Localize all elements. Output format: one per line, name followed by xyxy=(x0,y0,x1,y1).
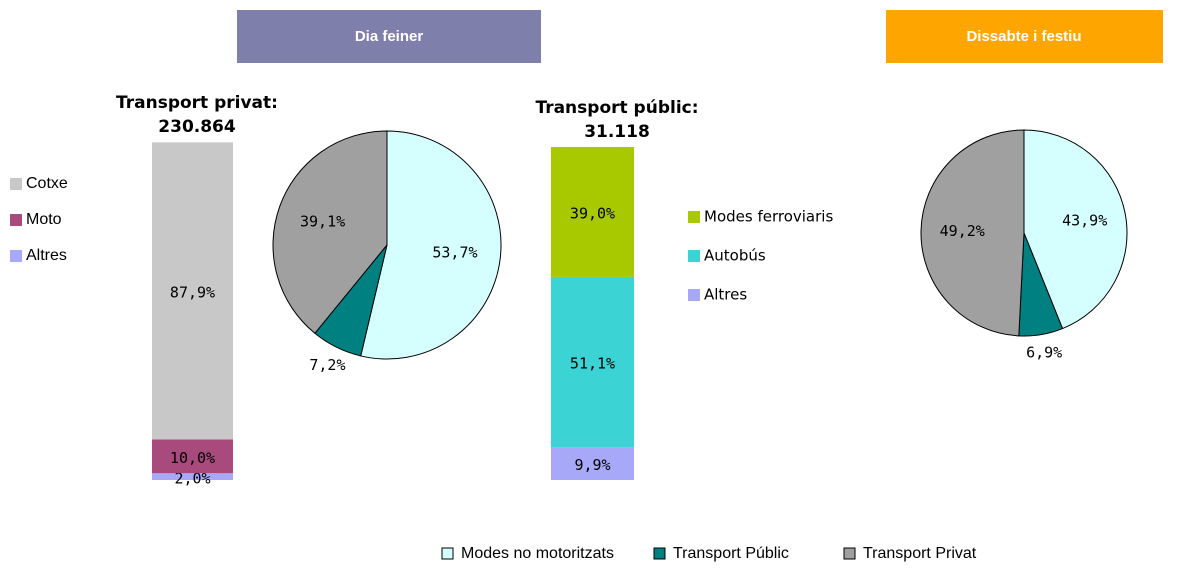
data-label: 2,0% xyxy=(174,470,210,488)
legend-swatch xyxy=(10,214,22,226)
data-label: 39,1% xyxy=(300,213,345,231)
chart-title: Transport privat: xyxy=(116,93,278,113)
header-box xyxy=(886,10,1163,63)
bar-segment xyxy=(152,473,233,480)
legend-label: Altres xyxy=(704,286,747,304)
data-label: 53,7% xyxy=(432,243,477,261)
pie-slice xyxy=(360,130,502,360)
data-label: 6,9% xyxy=(1026,343,1062,361)
bar-segment xyxy=(551,276,634,448)
legend-swatch xyxy=(653,547,666,560)
legend-label: Moto xyxy=(26,211,62,228)
legend-label: Modes ferroviaris xyxy=(704,208,833,226)
data-label: 43,9% xyxy=(1062,212,1107,230)
pie-slice xyxy=(1023,129,1128,330)
header-box xyxy=(237,10,541,63)
chart-subtitle: 230.864 xyxy=(158,117,236,137)
legend-label: Autobús xyxy=(704,247,766,265)
legend-swatch xyxy=(10,178,22,190)
data-label: 10,0% xyxy=(170,449,215,467)
legend-swatch xyxy=(843,547,856,560)
legend-label: Altres xyxy=(26,247,67,264)
data-label: 87,9% xyxy=(170,283,215,301)
bar-segment xyxy=(152,439,233,474)
header: Dissabte i festiu xyxy=(966,28,1081,45)
legend-swatch xyxy=(688,250,700,262)
header: Dia feiner xyxy=(355,28,424,45)
data-label: 49,2% xyxy=(940,222,985,240)
pie-slice xyxy=(920,129,1025,337)
chart-title: Transport públic: xyxy=(535,98,698,118)
legend-label: Modes no motoritzats xyxy=(461,545,614,562)
pie-slice xyxy=(272,130,388,334)
legend-swatch xyxy=(688,211,700,223)
legend-swatch xyxy=(10,250,22,262)
legend-label: Transport Privat xyxy=(863,545,977,562)
data-label: 9,9% xyxy=(574,456,610,474)
bar-segment xyxy=(551,447,634,480)
data-label: 51,1% xyxy=(570,354,615,372)
legend-label: Transport Públic xyxy=(673,545,789,562)
data-label: 7,2% xyxy=(309,356,345,374)
legend-swatch xyxy=(688,289,700,301)
legend-label: Cotxe xyxy=(26,175,68,192)
bar-segment xyxy=(551,147,634,277)
data-label: 39,0% xyxy=(570,204,615,222)
chart-subtitle: 31.118 xyxy=(584,122,650,142)
legend-swatch xyxy=(441,547,454,560)
bar-segment xyxy=(152,142,233,440)
